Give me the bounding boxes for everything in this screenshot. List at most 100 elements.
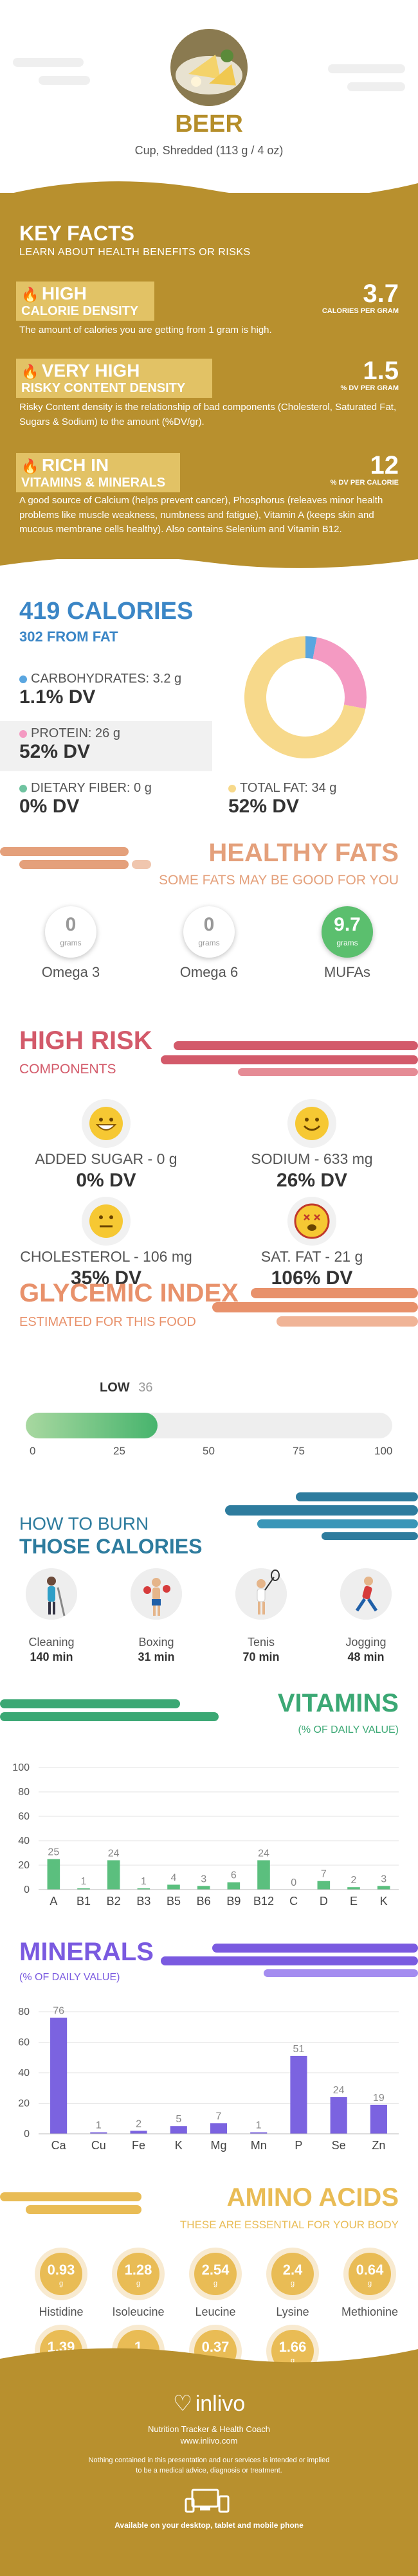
bar-value-label: 1 bbox=[256, 2120, 262, 2131]
legend-dot bbox=[19, 675, 27, 683]
activity-label: Jogging bbox=[345, 1636, 386, 1649]
footer-available: Available on your desktop, tablet and mo… bbox=[114, 2521, 304, 2530]
calories-donut-chart bbox=[244, 636, 367, 758]
burn-title-line1: HOW TO BURN bbox=[19, 1514, 149, 1534]
risk-dv: 26% DV bbox=[276, 1170, 348, 1191]
activity-label: Cleaning bbox=[28, 1636, 75, 1649]
devices-icon bbox=[0, 2487, 418, 2519]
bar-value-label: 19 bbox=[373, 2093, 385, 2104]
flame-icon: 🔥 bbox=[21, 458, 39, 474]
activity-minutes: 140 min bbox=[30, 1650, 73, 1663]
glycemic-bar-fill bbox=[26, 1413, 158, 1438]
activity-minutes: 48 min bbox=[347, 1650, 385, 1663]
activity-minutes: 70 min bbox=[242, 1650, 280, 1663]
activity-label: Boxing bbox=[138, 1636, 174, 1649]
risk-label: SODIUM - 633 mg bbox=[251, 1150, 373, 1167]
y-tick-label: 60 bbox=[18, 1811, 30, 1822]
donut-slice-carbohydrates bbox=[305, 636, 317, 659]
y-tick-label: 20 bbox=[18, 2098, 30, 2109]
omega3-circle: 0 grams bbox=[45, 906, 96, 958]
amino-label: Lysine bbox=[276, 2305, 309, 2318]
omega6-circle: 0 grams bbox=[183, 906, 235, 958]
fact-badge: 🔥 RICH IN VITAMINS & MINERALS bbox=[16, 453, 180, 492]
calories-title: 419 CALORIES bbox=[19, 598, 194, 625]
macro-dv: 52% DV bbox=[19, 741, 91, 762]
cleaning-person-icon bbox=[26, 1568, 77, 1620]
healthy-fats-subtitle: SOME FATS MAY BE GOOD FOR YOU bbox=[158, 873, 399, 888]
fact-badge: 🔥 VERY HIGH RISKY CONTENT DENSITY bbox=[16, 359, 212, 398]
bar-P bbox=[290, 2055, 307, 2134]
macro-dv: 1.1% DV bbox=[19, 686, 96, 708]
wave-divider bbox=[0, 550, 418, 568]
decorative-stripes bbox=[0, 2192, 141, 2214]
decorative-stripe bbox=[328, 64, 405, 73]
bar-B12 bbox=[257, 1860, 270, 1890]
bar-B9 bbox=[227, 1882, 241, 1890]
decorative-stripes bbox=[0, 847, 151, 869]
y-tick-label: 60 bbox=[18, 2037, 30, 2048]
footer-url[interactable]: www.inlivo.com bbox=[180, 2436, 238, 2446]
category-label: B3 bbox=[136, 1895, 150, 1908]
category-label: E bbox=[350, 1895, 358, 1908]
minerals-subtitle: (% OF DAILY VALUE) bbox=[19, 1972, 120, 1983]
healthy-fats-title: HEALTHY FATS bbox=[208, 839, 399, 867]
bar-B3 bbox=[137, 1888, 150, 1890]
fact-description: The amount of calories you are getting f… bbox=[19, 325, 272, 335]
amino-unit: g bbox=[290, 2357, 295, 2365]
vitamins-subtitle: (% OF DAILY VALUE) bbox=[298, 1724, 399, 1735]
decorative-stripes bbox=[225, 1492, 418, 1540]
bar-Mg bbox=[210, 2123, 228, 2134]
jogging-person-icon bbox=[340, 1568, 392, 1620]
bar-value-label: 2 bbox=[351, 1875, 357, 1886]
amino-unit: g bbox=[213, 2280, 218, 2287]
category-label: B1 bbox=[77, 1895, 91, 1908]
bar-B1 bbox=[77, 1888, 90, 1890]
bar-value-label: 51 bbox=[293, 2044, 305, 2055]
y-tick-label: 0 bbox=[24, 1884, 30, 1895]
category-label: B12 bbox=[253, 1895, 274, 1908]
amino-circle: 2.4 g bbox=[271, 2253, 314, 2295]
activity-label: Tenis bbox=[247, 1636, 275, 1649]
bar-value-label: 7 bbox=[216, 2111, 222, 2122]
bar-K bbox=[377, 1886, 390, 1890]
fat-label: Omega 6 bbox=[179, 964, 239, 980]
bar-D bbox=[317, 1881, 331, 1890]
bar-value-label: 4 bbox=[171, 1872, 177, 1883]
bar-Fe bbox=[130, 2131, 147, 2134]
category-label: B6 bbox=[197, 1895, 211, 1908]
donut-slice-fat bbox=[244, 636, 366, 758]
dizzy-face-icon bbox=[286, 1195, 338, 1247]
y-tick-label: 80 bbox=[18, 1787, 30, 1798]
y-tick-label: 0 bbox=[24, 2129, 30, 2140]
fact-unit: % DV PER GRAM bbox=[340, 384, 399, 392]
fact-level: HIGH bbox=[41, 283, 87, 303]
category-label: Mg bbox=[210, 2139, 226, 2152]
macro-carbohydrates: CARBOHYDRATES: 3.2 g 1.1% DV bbox=[19, 672, 181, 708]
fat-value: 0 bbox=[203, 914, 215, 935]
donut-slice-protein bbox=[312, 637, 367, 709]
risk-dv: 106% DV bbox=[271, 1267, 353, 1289]
macro-dv: 0% DV bbox=[19, 796, 80, 817]
category-label: Fe bbox=[132, 2139, 145, 2152]
risk-label: CHOLESTEROL - 106 mg bbox=[20, 1248, 192, 1265]
amino-subtitle: THESE ARE ESSENTIAL FOR YOUR BODY bbox=[179, 2219, 399, 2231]
fact-value: 1.5 bbox=[363, 357, 399, 385]
amino-title: AMINO ACIDS bbox=[226, 2183, 399, 2212]
page-subtitle: Cup, Shredded (113 g / 4 oz) bbox=[134, 144, 284, 157]
amino-value: 0.64 bbox=[356, 2262, 384, 2278]
flame-icon: 🔥 bbox=[21, 364, 39, 380]
y-tick-label: 80 bbox=[18, 2007, 30, 2017]
macro-protein: PROTEIN: 26 g 52% DV bbox=[19, 726, 120, 763]
fat-label: MUFAs bbox=[323, 964, 371, 980]
bar-value-label: 24 bbox=[108, 1848, 120, 1859]
amino-circle: 0.64 g bbox=[349, 2253, 391, 2295]
y-tick-label: 40 bbox=[18, 2068, 30, 2079]
bar-A bbox=[47, 1859, 60, 1890]
glycemic-title: GLYCEMIC INDEX bbox=[19, 1279, 239, 1307]
fact-unit: % DV PER CALORIE bbox=[330, 479, 399, 487]
category-label: A bbox=[50, 1895, 57, 1908]
bar-value-label: 1 bbox=[141, 1876, 147, 1887]
amino-unit: g bbox=[290, 2280, 295, 2287]
fact-level: RICH IN bbox=[41, 455, 109, 475]
